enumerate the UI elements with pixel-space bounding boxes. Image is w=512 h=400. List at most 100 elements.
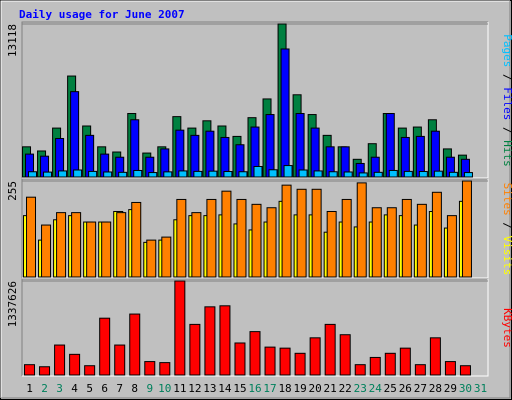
legend: Sites / Visits xyxy=(501,183,512,276)
bar xyxy=(161,236,172,278)
bar xyxy=(446,215,457,278)
y-tick-label: 13118 xyxy=(6,24,19,57)
legend-separator: / xyxy=(501,216,512,236)
x-tick-label: 29 xyxy=(444,382,457,395)
legend-separator: / xyxy=(501,67,512,87)
bar xyxy=(311,188,322,278)
bar xyxy=(384,352,396,376)
bar xyxy=(264,346,276,376)
bar xyxy=(326,210,337,278)
x-tick-label: 5 xyxy=(86,382,93,395)
bar xyxy=(26,196,37,278)
plot-bevel xyxy=(22,179,489,279)
bar xyxy=(265,114,275,178)
x-tick-label: 23 xyxy=(354,382,367,395)
x-tick-label: 25 xyxy=(384,382,397,395)
bar xyxy=(193,170,203,178)
bar xyxy=(266,207,277,278)
bar xyxy=(358,172,368,178)
bar xyxy=(70,91,80,178)
bar xyxy=(399,347,411,376)
x-tick-label: 20 xyxy=(309,382,322,395)
bar xyxy=(54,344,66,376)
bar xyxy=(418,171,428,178)
bar xyxy=(101,221,112,278)
bar xyxy=(281,184,292,278)
bar xyxy=(373,171,383,178)
bar xyxy=(204,306,216,376)
x-tick-label: 3 xyxy=(56,382,63,395)
bar xyxy=(208,170,218,178)
bar xyxy=(144,361,156,376)
bar xyxy=(58,170,68,178)
bar xyxy=(223,171,233,178)
bar xyxy=(356,182,367,278)
bar xyxy=(429,337,441,376)
bar xyxy=(313,170,323,178)
bar xyxy=(234,342,246,376)
bar xyxy=(131,201,142,278)
bar xyxy=(71,212,82,278)
x-tick-label: 24 xyxy=(369,382,383,395)
bar xyxy=(148,172,158,178)
bar xyxy=(28,171,38,178)
bar xyxy=(133,169,143,178)
bar xyxy=(116,212,127,278)
bar xyxy=(294,352,306,376)
bar xyxy=(56,212,67,278)
bar xyxy=(431,191,442,278)
plot-bevel xyxy=(22,279,489,377)
bar xyxy=(459,365,471,376)
x-tick-label: 19 xyxy=(293,382,306,395)
bar xyxy=(295,113,305,178)
bar xyxy=(85,134,95,178)
x-tick-label: 8 xyxy=(131,382,138,395)
bar xyxy=(328,171,338,178)
bar xyxy=(129,313,141,376)
bar xyxy=(206,198,217,278)
bar xyxy=(189,323,201,376)
x-tick-label: 4 xyxy=(71,382,78,395)
bar xyxy=(41,224,52,278)
x-tick-label: 21 xyxy=(324,382,337,395)
bar xyxy=(415,135,425,178)
bar xyxy=(190,134,200,178)
bar xyxy=(118,171,128,178)
bar xyxy=(236,198,247,278)
x-tick-label: 6 xyxy=(101,382,108,395)
plot-bevel xyxy=(21,21,488,178)
x-tick-label: 16 xyxy=(248,382,261,395)
bar xyxy=(283,165,293,178)
bar xyxy=(309,337,321,376)
bar xyxy=(178,170,188,178)
bar xyxy=(251,203,262,278)
x-tick-label: 9 xyxy=(146,382,153,395)
bar xyxy=(24,364,36,376)
bar xyxy=(146,239,157,278)
bar xyxy=(279,347,291,376)
x-tick-label: 2 xyxy=(41,382,48,395)
bar xyxy=(371,207,382,278)
bar xyxy=(341,198,352,278)
bar xyxy=(403,170,413,178)
bar xyxy=(159,362,171,376)
bar xyxy=(253,166,263,178)
bar xyxy=(339,334,351,376)
x-tick-label: 1 xyxy=(26,382,33,395)
bar xyxy=(163,171,173,178)
legend-entry: Hits xyxy=(501,140,512,167)
y-tick-label: 255 xyxy=(6,181,19,201)
bar xyxy=(296,188,307,278)
bar xyxy=(43,171,53,178)
x-tick-label: 14 xyxy=(218,382,232,395)
legend-entry: KBytes xyxy=(501,308,512,348)
legend: KBytes xyxy=(501,308,512,348)
x-tick-label: 30 xyxy=(459,382,472,395)
bar xyxy=(174,280,186,376)
bar xyxy=(369,356,381,376)
x-tick-label: 27 xyxy=(414,382,427,395)
legend-separator: / xyxy=(501,120,512,140)
bar xyxy=(88,170,98,178)
